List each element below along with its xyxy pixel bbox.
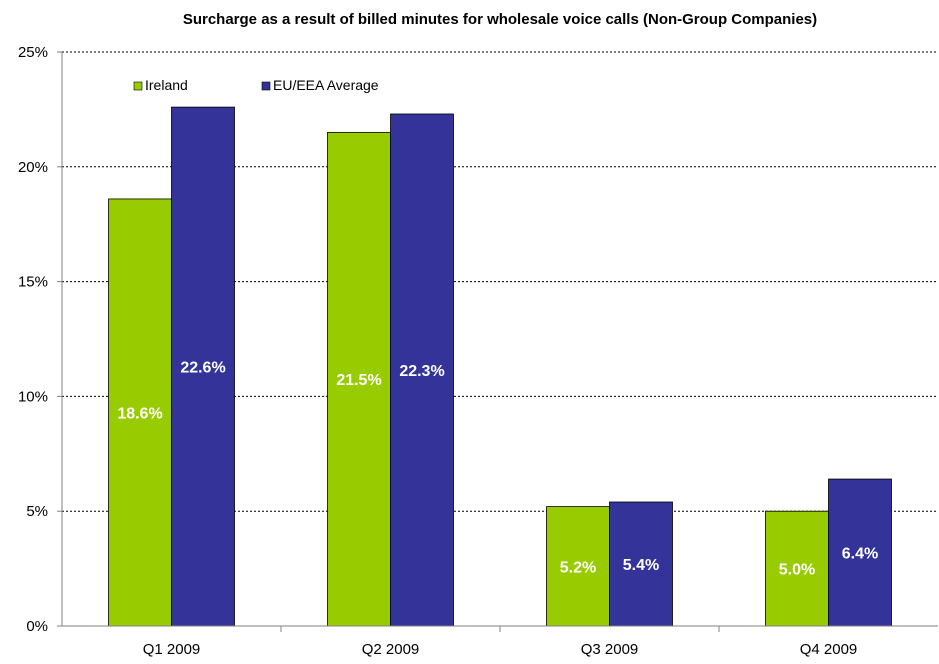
bar-ireland	[327, 131, 391, 627]
bar-eu-eea-average	[390, 113, 454, 627]
bar-eu-eea-average	[171, 106, 235, 627]
data-label: 5.0%	[779, 562, 815, 579]
bar-ireland	[546, 506, 610, 627]
data-label: 6.4%	[842, 546, 878, 563]
y-tick-label: 5%	[26, 503, 48, 520]
y-tick-label: 20%	[18, 159, 48, 176]
axes: 0% 5% 10% 15% 20% 25% Q1 2009 Q2 2009 Q3 2009 Q4 …	[18, 44, 938, 658]
data-labels: 18.6% 22.6% 21.5% 22.3% 5.2% 5.4% 5.0% 6.4%	[117, 360, 878, 579]
bars	[108, 106, 892, 627]
bar-eu-eea-average	[828, 478, 892, 627]
data-label: 5.4%	[623, 557, 659, 574]
data-label: 22.6%	[180, 360, 225, 377]
x-tick-label: Q4 2009	[800, 641, 858, 658]
legend: Ireland EU/EEA Average	[133, 77, 379, 93]
x-tick-label: Q2 2009	[362, 641, 420, 658]
y-tick-label: 25%	[18, 44, 48, 61]
legend-label: Ireland	[145, 77, 188, 93]
y-tick-label: 15%	[18, 274, 48, 291]
legend-swatch	[133, 81, 143, 91]
chart-title: Surcharge as a result of billed minutes …	[183, 11, 817, 28]
data-label: 21.5%	[336, 372, 381, 389]
legend-label: EU/EEA Average	[273, 77, 379, 93]
data-label: 22.3%	[399, 363, 444, 380]
x-tick-label: Q1 2009	[143, 641, 201, 658]
legend-swatch	[261, 81, 271, 91]
bar-ireland	[108, 198, 172, 627]
bar-eu-eea-average	[609, 501, 673, 627]
x-tick-label: Q3 2009	[581, 641, 639, 658]
y-tick-label: 0%	[26, 618, 48, 635]
data-label: 18.6%	[117, 405, 162, 422]
data-label: 5.2%	[560, 559, 596, 576]
y-tick-label: 10%	[18, 388, 48, 405]
